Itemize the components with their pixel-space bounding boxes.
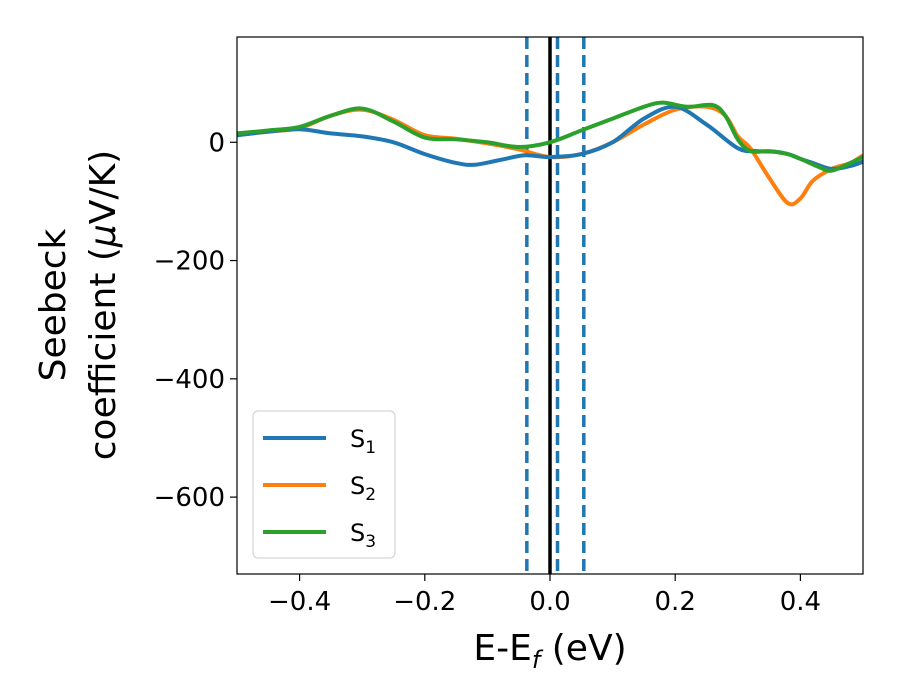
reference-lines bbox=[525, 37, 586, 574]
x-axis-ticks: −0.4 −0.2 0.0 0.2 0.4 bbox=[268, 574, 821, 617]
y-axis-label-line2: coefficient (μV/K) bbox=[83, 150, 124, 460]
x-tick-label: 0.2 bbox=[655, 587, 696, 617]
y-tick-label: −600 bbox=[154, 483, 225, 513]
legend-label-3: S3 bbox=[350, 519, 376, 552]
legend: S1 S2 S3 bbox=[252, 410, 396, 559]
series-line-3 bbox=[237, 100, 863, 173]
y-axis-label-line1: Seebeck bbox=[33, 228, 74, 381]
y-axis-label: Seebeck coefficient (μV/K) bbox=[33, 150, 124, 460]
x-tick-label: 0.4 bbox=[780, 587, 821, 617]
legend-label-1: S1 bbox=[350, 425, 376, 458]
x-tick-label: −0.4 bbox=[268, 587, 331, 617]
x-axis-label: E-Ef (eV) bbox=[473, 628, 626, 674]
y-axis-ticks: 0 −200 −400 −600 bbox=[154, 128, 237, 513]
x-tick-label: 0.0 bbox=[529, 587, 570, 617]
x-tick-label: −0.2 bbox=[393, 587, 456, 617]
y-tick-label: 0 bbox=[208, 128, 225, 158]
y-tick-label: −400 bbox=[154, 365, 225, 395]
series-lines bbox=[237, 100, 863, 207]
legend-label-2: S2 bbox=[350, 472, 376, 505]
y-tick-label: −200 bbox=[154, 247, 225, 277]
